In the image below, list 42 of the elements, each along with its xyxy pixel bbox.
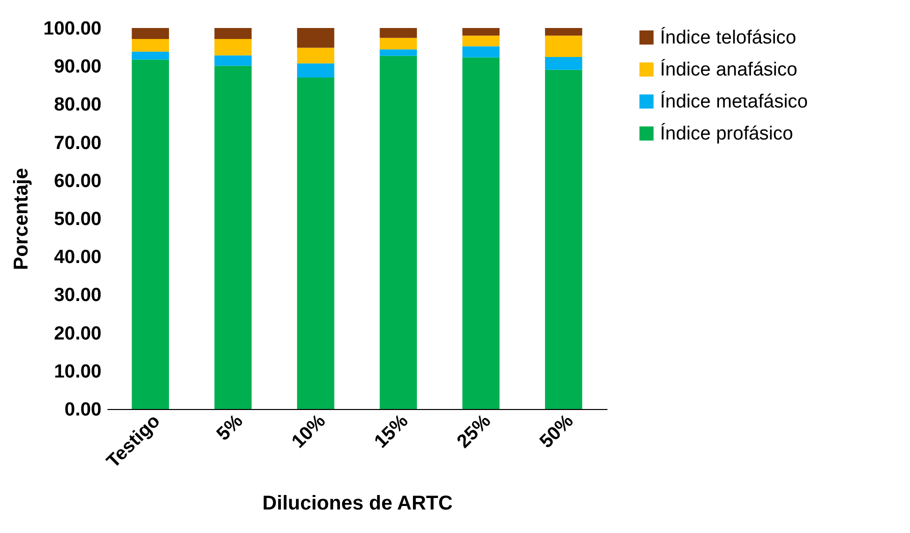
y-tick-label: 10.00 [54,361,102,382]
y-tick-label: 60.00 [54,170,102,192]
y-tick-label: 80.00 [54,94,102,116]
y-tick-label: 50.00 [54,209,102,230]
bar [380,28,417,38]
bar [214,28,252,40]
x-tick-label: 5% [212,410,248,446]
legend-label: Índice profásico [660,122,794,144]
y-tick-label: 30.00 [54,285,102,306]
bar [132,28,169,40]
bar [214,55,252,66]
bar [380,56,417,409]
legend-label: Índice anafásico [660,58,798,80]
y-tick-label: 100.00 [43,18,102,40]
bar [132,60,169,409]
bar [132,52,169,60]
bar [214,39,252,56]
bar [545,36,582,57]
y-tick-label: 70.00 [54,132,102,154]
legend-label: Índice metafásico [660,90,808,112]
bar [380,49,417,56]
bar [545,70,582,409]
bar [297,78,334,409]
y-tick-label: 0.00 [64,400,102,420]
bar [462,36,500,46]
bar [297,28,334,48]
bar [297,63,334,78]
bar [545,56,582,70]
y-tick-label: 90.00 [54,56,102,78]
bar [380,38,417,50]
y-tick-label: 20.00 [54,323,102,344]
bar [462,28,500,36]
bar [297,48,334,64]
legend-label: Índice telofásico [660,26,796,48]
bar [462,57,500,409]
bar [214,66,252,409]
y-tick-label: 40.00 [54,247,102,268]
bar [545,28,582,36]
y-axis-title: Porcentaje [10,168,32,270]
bar [462,46,500,58]
bar [132,39,169,52]
x-axis-title: Diluciones de ARTC [262,492,453,515]
